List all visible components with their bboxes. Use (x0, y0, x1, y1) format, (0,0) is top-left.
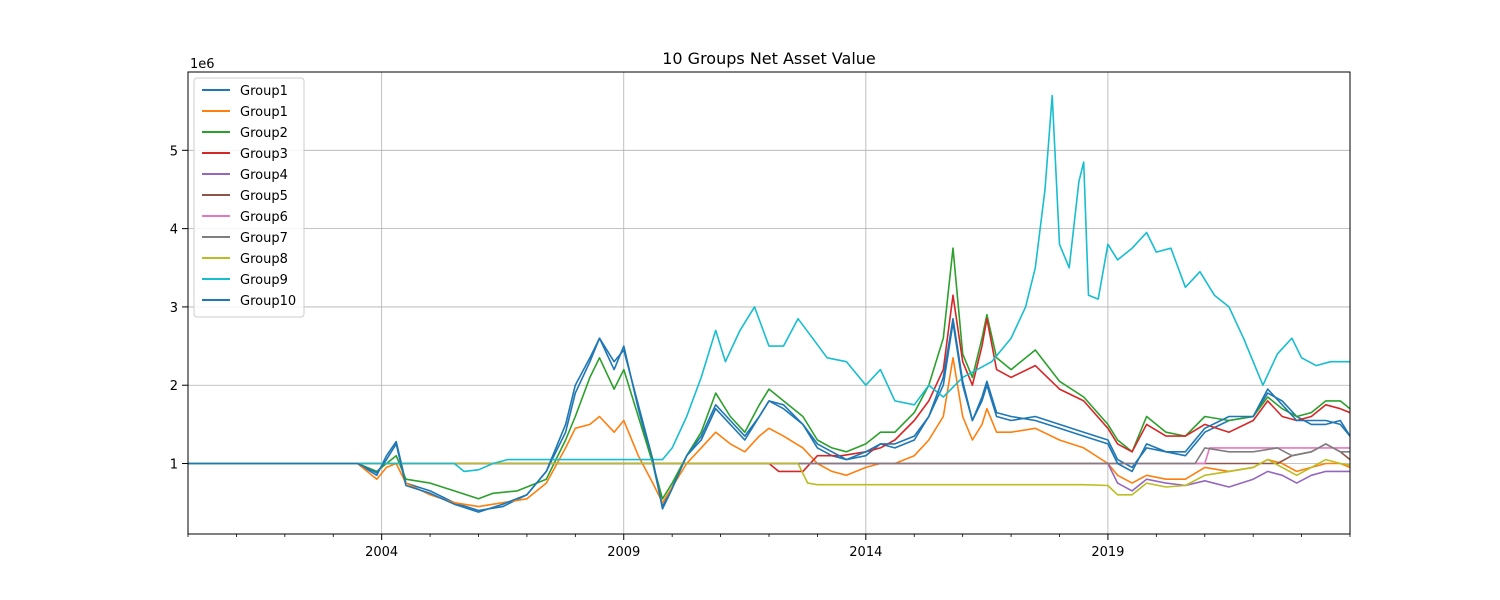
x-tick-label: 2014 (849, 545, 882, 560)
y-scale-label: 1e6 (190, 57, 215, 72)
legend-label: Group10 (240, 294, 296, 309)
x-tick-label: 2019 (1091, 545, 1124, 560)
y-tick-label: 4 (170, 223, 178, 238)
series-line-7 (188, 447, 1350, 465)
legend-label: Group5 (240, 189, 288, 204)
legend-label: Group1 (240, 105, 288, 120)
series-line-2 (188, 357, 1351, 508)
series-line-3 (188, 247, 1351, 500)
y-tick-label: 3 (170, 301, 178, 316)
series-line-11 (188, 317, 1351, 513)
series-line-9 (188, 458, 1351, 496)
series-lines (188, 94, 1351, 513)
chart-title: 10 Groups Net Asset Value (662, 49, 876, 68)
x-tick-label: 2009 (607, 545, 640, 560)
legend-label: Group9 (240, 273, 288, 288)
y-tick-label: 1 (170, 458, 178, 473)
y-axis: 1 2 3 4 5 (170, 144, 188, 473)
series-line-4 (188, 294, 1351, 473)
series-line-8 (188, 443, 1350, 465)
x-axis: 2004 2009 2014 2019 (187, 534, 1351, 560)
legend-label: Group7 (240, 231, 288, 246)
series-line-10 (188, 94, 1350, 473)
x-tick-label: 2004 (365, 545, 398, 560)
legend-label: Group4 (240, 168, 288, 183)
legend: Group1 Group1 Group2 Group3 Group4 Group5 Grou… (193, 77, 305, 318)
series-line-1 (188, 321, 1351, 512)
legend-label: Group1 (240, 84, 288, 99)
legend-label: Group6 (240, 210, 288, 225)
legend-label: Group2 (240, 126, 288, 141)
y-tick-label: 2 (170, 379, 178, 394)
legend-label: Group3 (240, 147, 288, 162)
y-tick-label: 5 (170, 144, 178, 159)
legend-label: Group8 (240, 252, 288, 267)
series-line-5 (188, 462, 1350, 492)
